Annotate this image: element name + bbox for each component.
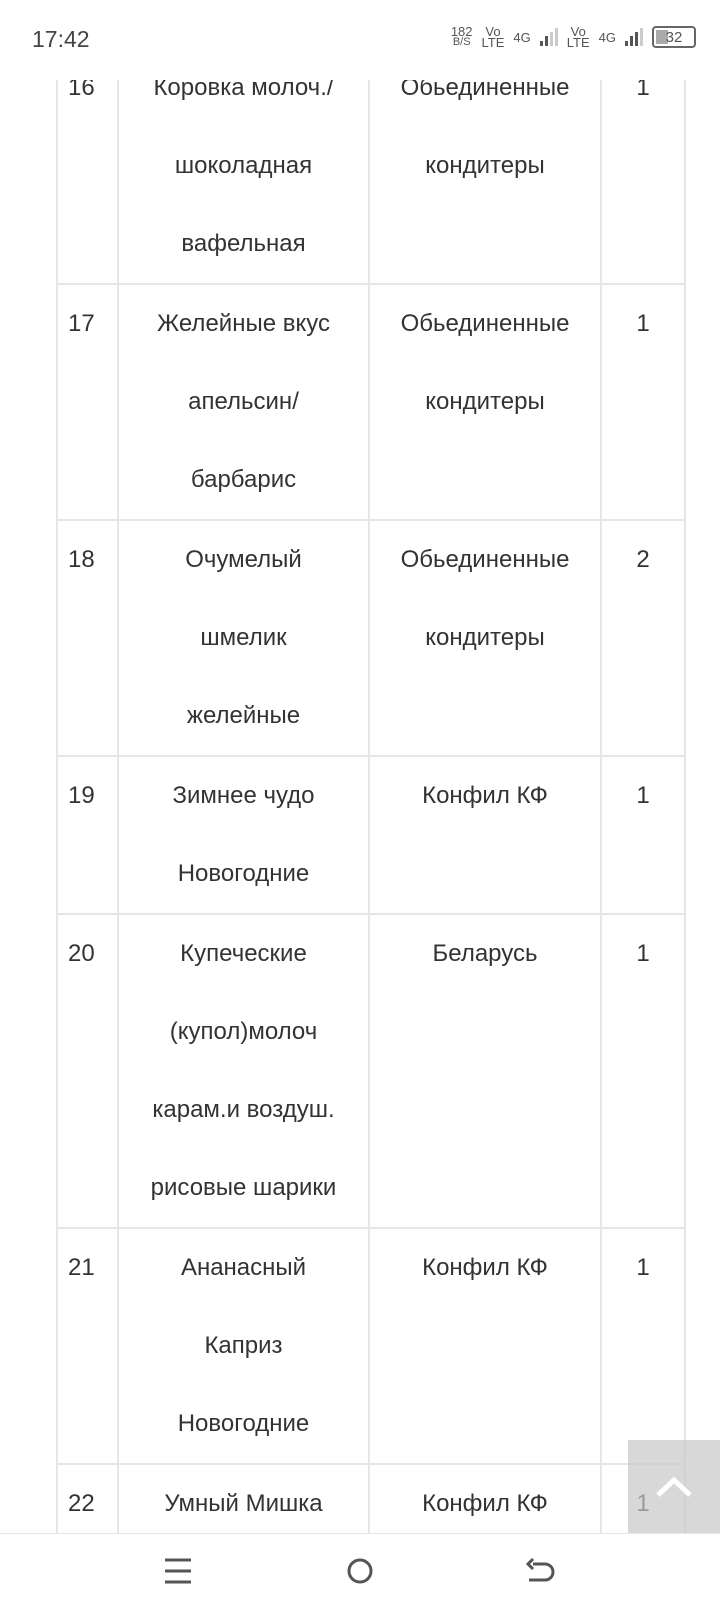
product-name-line: вафельная [181,230,306,257]
quantity-line: 1 [636,1254,650,1281]
product-name-line: желейные [186,702,301,729]
menu-button[interactable] [163,1556,193,1595]
row-number-line: 17 [68,310,95,337]
quantity: 1 [600,1227,686,1465]
row-number-line: 19 [68,782,95,809]
product-name: Очумелый шмелик желейные [117,519,370,757]
product-name-line: Купеческие [180,940,307,967]
product-name-line: Зимнее чудо [172,782,315,809]
table-row: 18 Очумелый шмелик желейные Обьединенные конд… [56,519,686,757]
quantity-line: 1 [636,310,650,337]
manufacturer-line: Конфил КФ [422,1490,548,1517]
table-row: 16 Коровка молоч./шоколадная вафельная Обье… [56,47,686,285]
row-number: 21 [56,1227,119,1465]
product-name-line: Желейные вкус [157,310,330,337]
volte-icon: Vo LTE [481,24,505,50]
quantity-line: 2 [636,546,650,573]
product-name-line: карам.и воздуш. [152,1096,335,1123]
product-name-line: Очумелый [185,546,302,573]
quantity: 1 [600,913,686,1229]
back-icon [525,1557,555,1582]
home-circle-icon [347,1558,373,1584]
volte-icon: Vo LTE [566,24,590,50]
row-number-line: 20 [68,940,95,967]
product-name: Ананасный Каприз Новогодние [117,1227,370,1465]
candy-table: 16 Коровка молоч./шоколадная вафельная Обье… [56,47,686,1545]
product-name-line: барбарис [190,466,297,493]
menu-icon [165,1558,191,1584]
manufacturer-line: кондитеры [425,624,545,651]
product-name-line: рисовые шарики [150,1174,337,1201]
row-number: 16 [56,47,119,285]
status-bar: 17:42 182 B/S Vo LTE 4G Vo LTE 4G 32 [0,0,720,80]
product-name-line: (купол)молоч [169,1018,318,1045]
quantity: 1 [600,755,686,915]
manufacturer: Обьединенные кондитеры [368,283,602,521]
product-name-line: Новогодние [177,1410,310,1437]
manufacturer-line: Конфил КФ [422,782,548,809]
chevron-up-icon [656,1476,692,1497]
network-type: 4G [598,29,616,45]
product-name-line: шоколадная [174,152,313,179]
row-number: 17 [56,283,119,521]
manufacturer-line: Конфил КФ [422,1254,548,1281]
product-name: Умный Мишка [117,1463,370,1545]
quantity: 1 [600,283,686,521]
table-row: 19 Зимнее чудо Новогодние Конфил КФ 1 [56,755,686,915]
product-name: Коровка молоч./шоколадная вафельная [117,47,370,285]
product-name-line: Новогодние [177,860,310,887]
clock: 17:42 [32,26,90,52]
table-row: 21 Ананасный Каприз Новогодние Конфил КФ 1 [56,1227,686,1465]
network-type: 4G [513,29,531,45]
manufacturer: Конфил КФ [368,755,602,915]
product-name: Желейные вкус апельсин/барбарис [117,283,370,521]
manufacturer-line: кондитеры [425,152,545,179]
product-name: Купеческие (купол)молоч карам.и воздуш. рис… [117,913,370,1229]
row-number: 20 [56,913,119,1229]
net-speed: 182 B/S [450,24,473,48]
manufacturer: Конфил КФ [368,1227,602,1465]
manufacturer: Беларусь [368,913,602,1229]
quantity-line: 1 [636,782,650,809]
manufacturer-line: Обьединенные [400,546,570,573]
row-number: 18 [56,519,119,757]
navigation-bar [0,1533,720,1612]
quantity: 2 [600,519,686,757]
manufacturer-line: кондитеры [425,388,545,415]
row-number-line: 22 [68,1490,95,1517]
scroll-to-top-button[interactable] [628,1440,720,1533]
row-number-line: 18 [68,546,95,573]
manufacturer: Обьединенные кондитеры [368,47,602,285]
table-row: 17 Желейные вкус апельсин/барбарис Обьедине… [56,283,686,521]
battery-icon: 32 [652,26,696,48]
quantity: 1 [600,47,686,285]
manufacturer: Конфил КФ [368,1463,602,1545]
manufacturer-line: Беларусь [432,940,538,967]
product-name: Зимнее чудо Новогодние [117,755,370,915]
row-number: 19 [56,755,119,915]
manufacturer: Обьединенные кондитеры [368,519,602,757]
manufacturer-line: Обьединенные [400,310,570,337]
quantity-line: 1 [636,74,650,101]
product-name-line: апельсин/ [188,388,299,415]
back-button[interactable] [525,1556,555,1595]
signal-icon [539,28,558,46]
signal-icon [625,28,643,46]
product-name-line: Умный Мишка [164,1490,323,1517]
row-number: 22 [56,1463,119,1545]
row-number-line: 21 [68,1254,95,1281]
product-name-line: шмелик [200,624,287,651]
product-name-line: Ананасный [180,1254,307,1281]
table-row: 20 Купеческие (купол)молоч карам.и воздуш. р… [56,913,686,1229]
product-name-line: Каприз [204,1332,283,1359]
quantity-line: 1 [636,940,650,967]
home-button[interactable] [345,1556,375,1595]
